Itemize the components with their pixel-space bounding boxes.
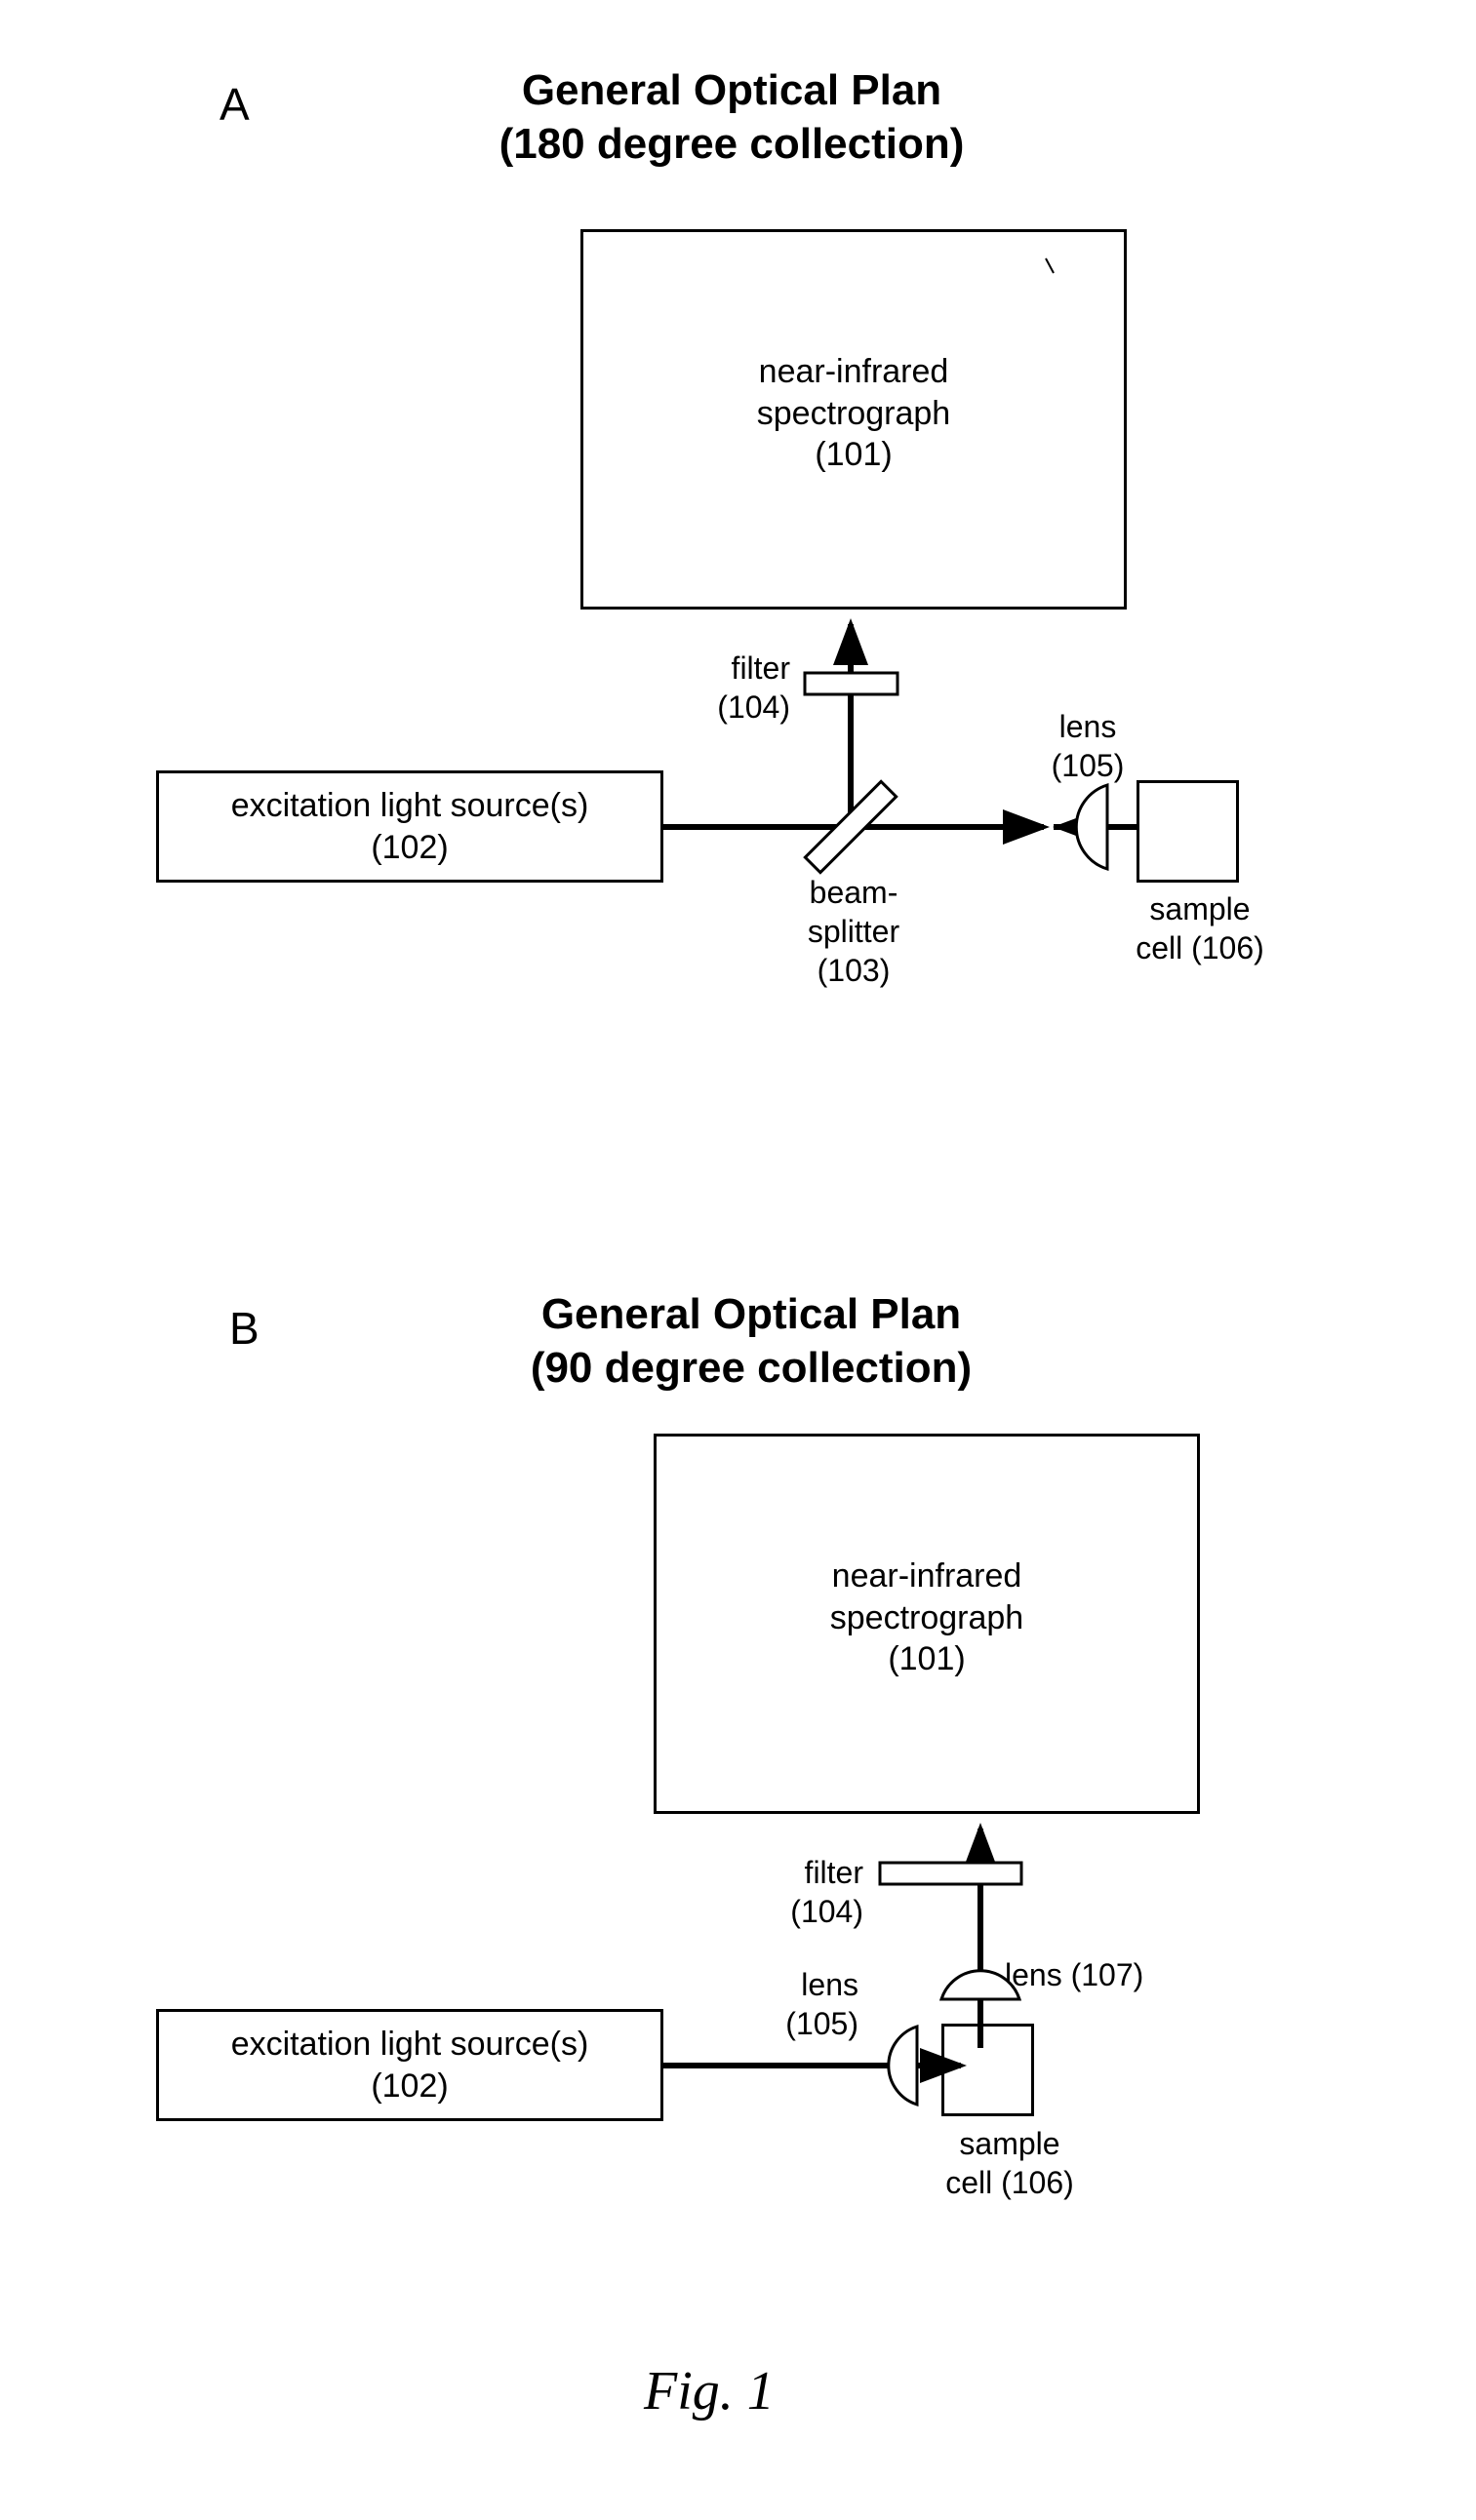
figure-caption: Fig. 1: [644, 2360, 775, 2422]
filter-shape-b: [880, 1863, 1021, 1884]
panel-b-svg: [0, 0, 1476, 2341]
page: A General Optical Plan (180 degree colle…: [0, 0, 1476, 2520]
lens105-shape-b: [889, 2027, 917, 2105]
lens107-shape-b: [941, 1971, 1019, 1999]
